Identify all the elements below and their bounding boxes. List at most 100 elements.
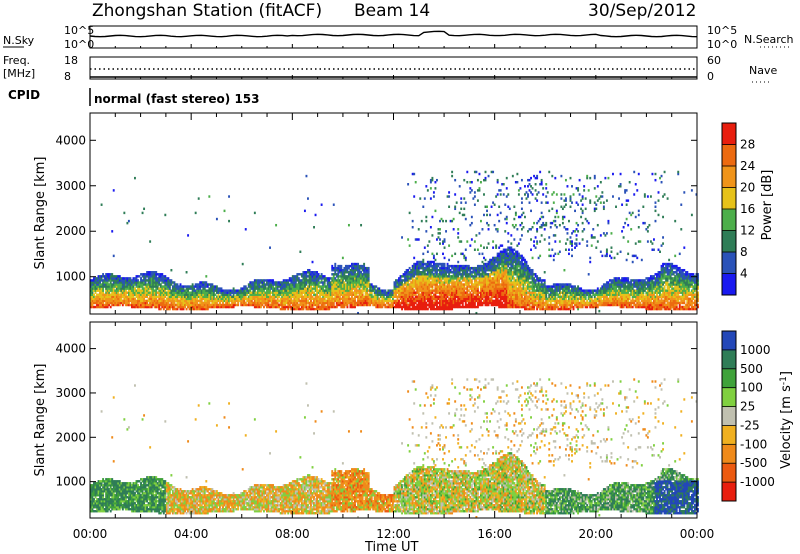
power-cell — [215, 297, 218, 301]
power-cell — [313, 273, 315, 276]
power-cell — [337, 271, 340, 274]
power-cell — [405, 299, 408, 303]
power-cell — [329, 283, 332, 286]
power-cell — [443, 246, 446, 249]
power-cell — [508, 207, 511, 211]
power-cell — [508, 271, 511, 274]
power-cell — [501, 295, 504, 299]
power-cell — [255, 297, 258, 301]
power-cell — [382, 303, 385, 307]
power-cell — [134, 291, 136, 294]
power-cell — [228, 301, 231, 305]
power-cell — [479, 289, 482, 292]
power-cell — [461, 295, 464, 299]
power-cell — [384, 297, 387, 301]
power-cell — [517, 254, 520, 258]
power-cell — [520, 264, 523, 268]
power-cell — [524, 258, 526, 262]
power-cell — [440, 283, 443, 286]
power-cell — [423, 303, 426, 307]
power-cell — [337, 275, 340, 278]
power-cell — [270, 299, 273, 303]
power-cell — [464, 277, 467, 280]
power-cell — [305, 305, 308, 309]
power-cell — [487, 223, 490, 227]
power-cell — [431, 266, 434, 270]
power-cell — [308, 295, 311, 299]
power-cell — [452, 273, 455, 276]
power-cell — [411, 279, 414, 282]
power-cell — [123, 287, 126, 290]
power-cell — [469, 273, 472, 276]
power-cell — [492, 264, 495, 268]
power-cell — [351, 285, 353, 288]
power-cell — [367, 297, 370, 301]
power-cell — [143, 277, 146, 280]
power-cell — [469, 297, 472, 301]
power-cell — [121, 283, 124, 286]
power-cell — [524, 260, 526, 264]
power-cell — [467, 295, 470, 299]
power-cell — [351, 266, 353, 270]
power-cell — [496, 273, 499, 276]
power-cell — [346, 297, 349, 301]
power-cell — [158, 283, 161, 286]
power-cell — [196, 295, 199, 299]
power-cell — [425, 293, 428, 296]
power-cell — [493, 258, 496, 262]
power-cell — [258, 297, 261, 301]
power-cell — [457, 289, 460, 292]
power-cell — [287, 305, 290, 309]
power-cell — [375, 291, 378, 294]
power-cell — [484, 289, 487, 292]
power-cell — [414, 281, 417, 284]
power-cell — [431, 281, 434, 284]
power-cell — [507, 283, 510, 286]
power-cell — [486, 273, 488, 276]
power-cell — [402, 303, 405, 307]
power-cell — [307, 293, 309, 296]
power-cell — [414, 291, 417, 294]
power-cell — [326, 291, 329, 294]
power-cell — [473, 295, 476, 299]
power-cell — [317, 277, 320, 280]
power-cell — [279, 285, 282, 288]
power-cell — [443, 271, 446, 274]
power-cell — [454, 289, 457, 292]
power-cell — [452, 291, 455, 294]
power-cell — [153, 293, 156, 296]
power-cell — [416, 238, 419, 241]
power-cell — [351, 268, 353, 272]
power-cell — [479, 287, 482, 290]
power-cell — [479, 273, 482, 276]
power-cell — [311, 279, 314, 282]
power-cell — [212, 301, 215, 305]
power-cell — [275, 293, 278, 296]
power-cell — [297, 287, 300, 290]
power-cell — [228, 297, 231, 301]
power-cell — [167, 289, 170, 292]
power-cell — [525, 262, 528, 266]
power-cell — [337, 283, 340, 286]
power-cell — [237, 295, 240, 299]
power-cell — [170, 289, 173, 292]
power-cell — [407, 275, 410, 278]
power-cell — [448, 244, 451, 247]
power-cell — [341, 293, 344, 296]
power-cell — [501, 289, 504, 292]
power-cell — [452, 277, 455, 280]
power-cell — [510, 277, 513, 280]
power-cell — [220, 305, 223, 309]
power-cell — [247, 299, 250, 303]
power-cell — [493, 303, 496, 307]
power-cell — [499, 293, 502, 296]
power-cell — [153, 289, 156, 292]
power-cell — [358, 264, 361, 268]
power-cell — [408, 275, 411, 278]
power-cell — [364, 266, 367, 270]
power-cell — [300, 279, 303, 282]
power-cell — [114, 289, 117, 292]
power-cell — [341, 299, 344, 303]
power-cell — [335, 289, 338, 292]
power-cell — [369, 287, 372, 290]
